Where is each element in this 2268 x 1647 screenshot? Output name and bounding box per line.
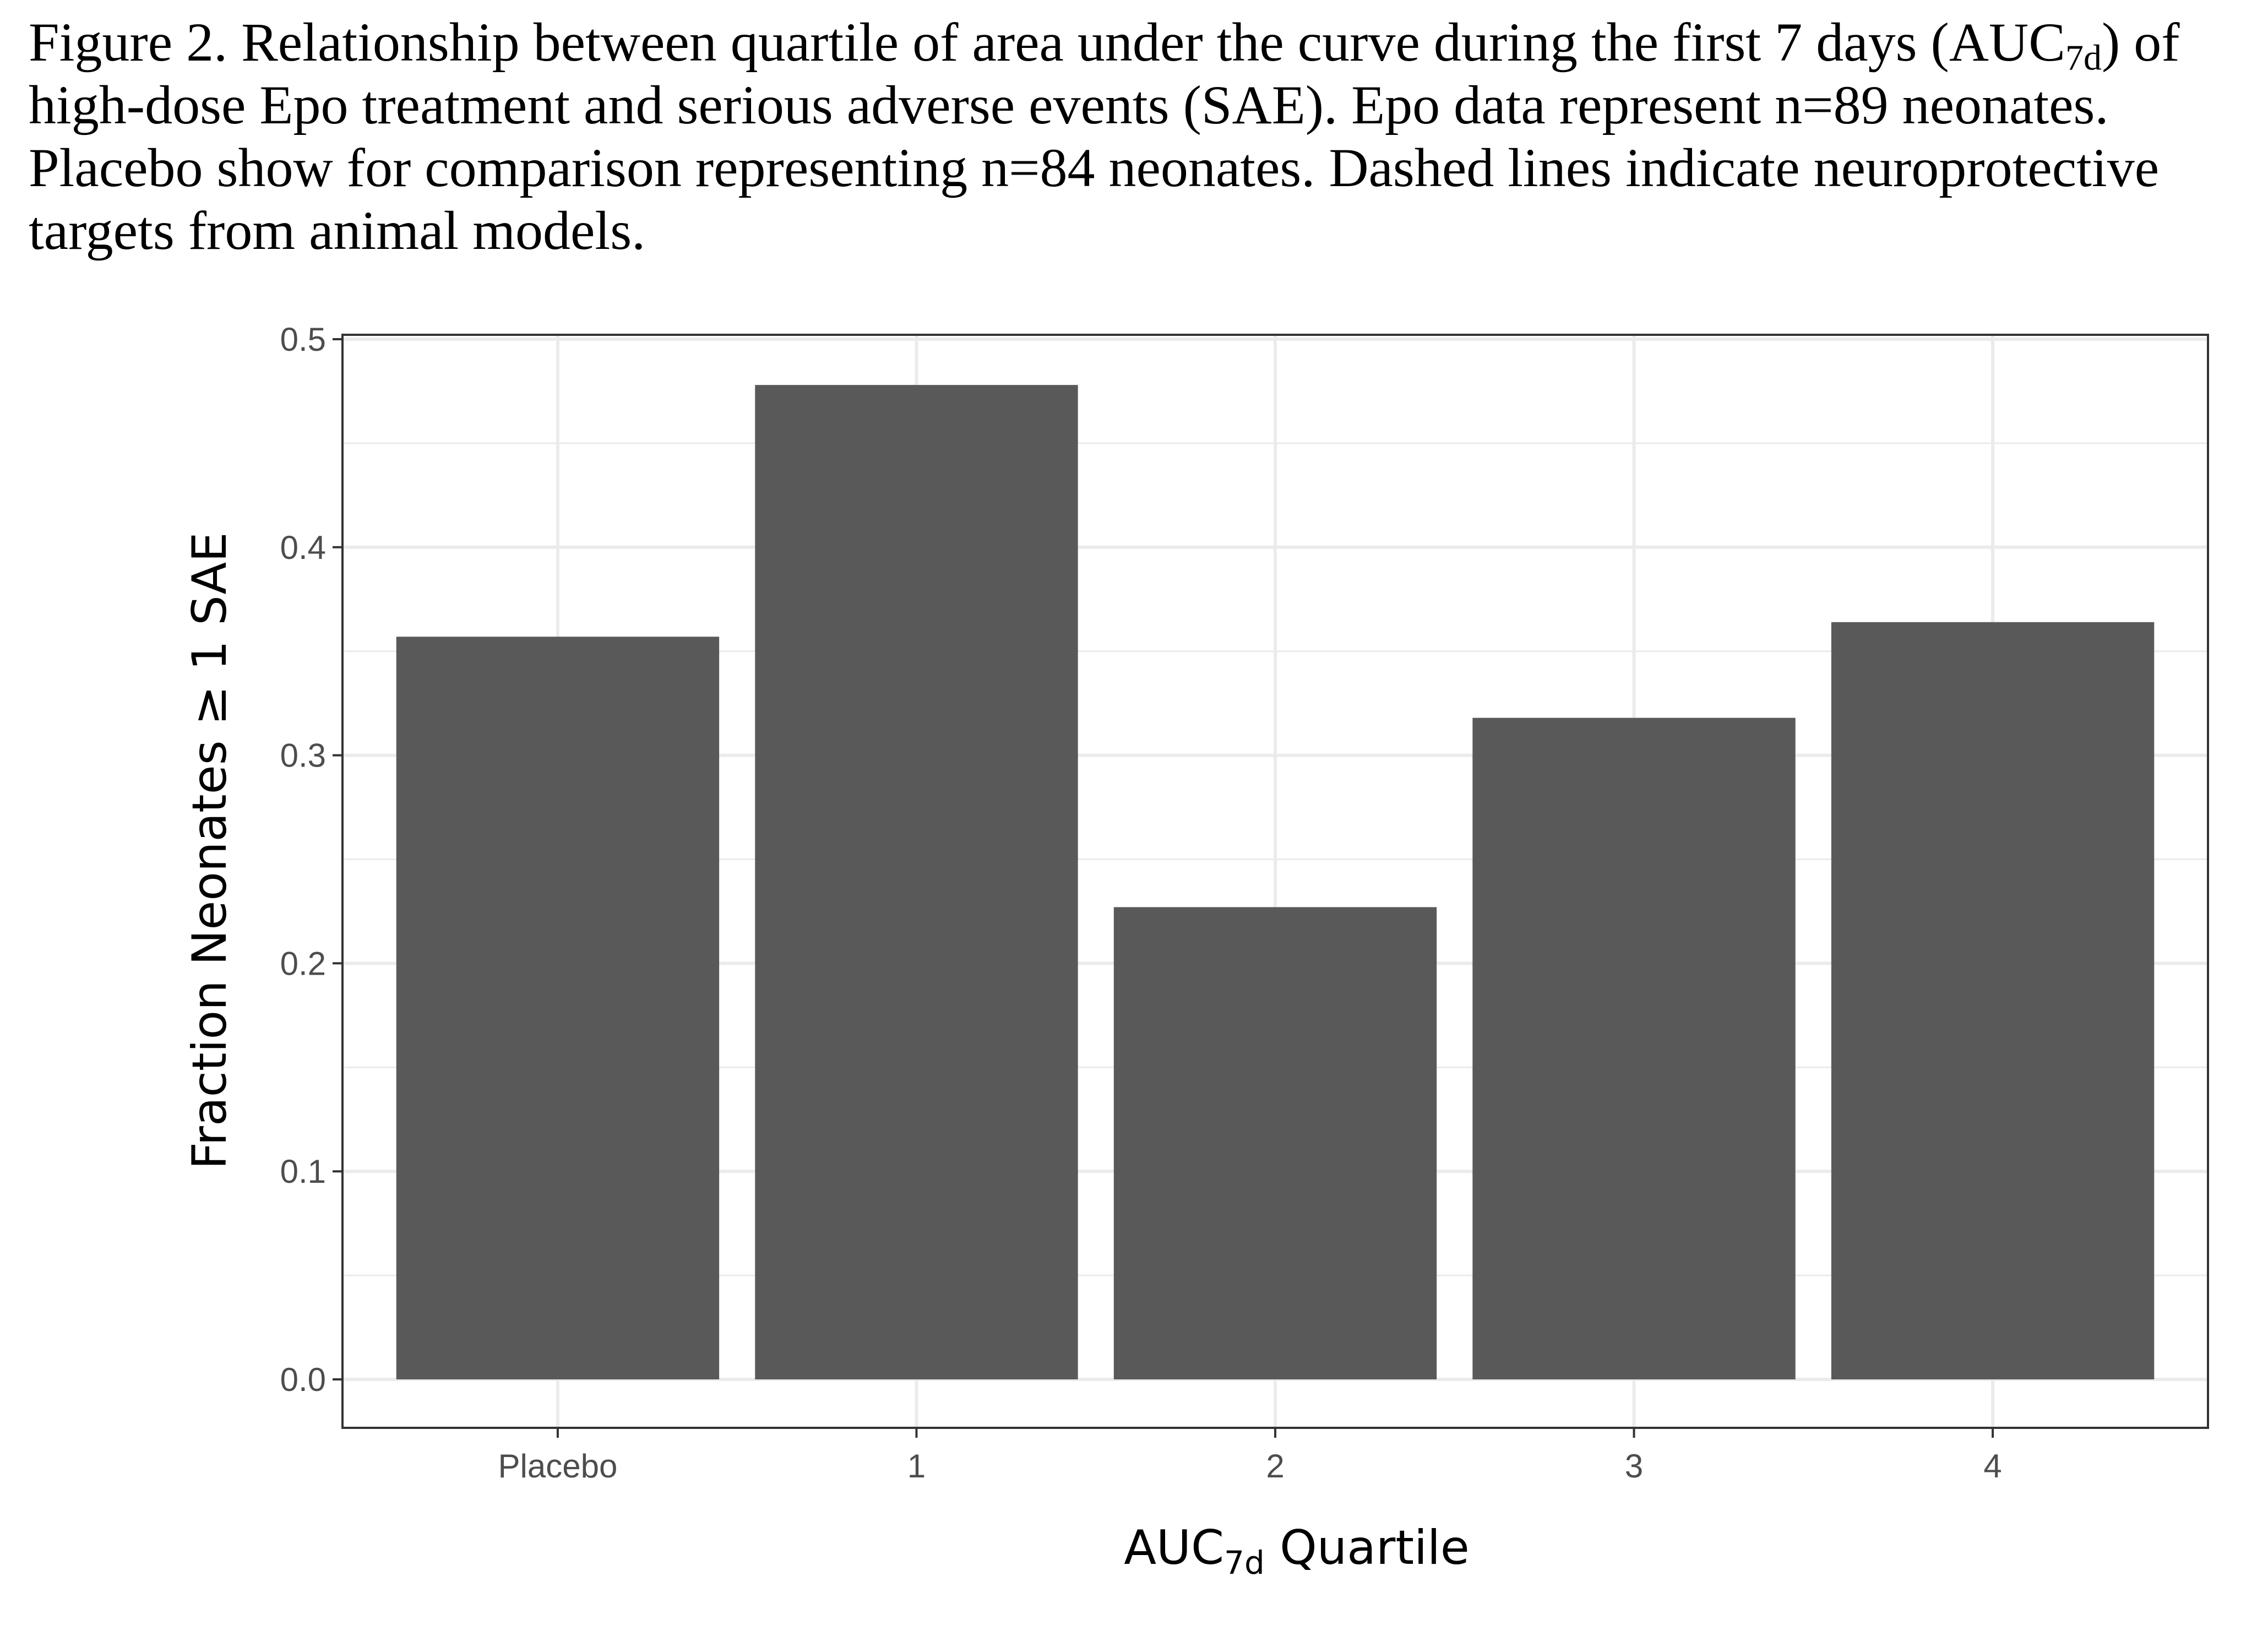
bar-4: [1831, 622, 2155, 1379]
x-axis-title: AUC7d Quartile: [1124, 1520, 1470, 1581]
x-tick-label: 3: [1625, 1448, 1643, 1485]
y-tick-label: 0.3: [280, 737, 326, 774]
x-axis-title-suffix: Quartile: [1265, 1520, 1470, 1575]
bars: [396, 385, 2155, 1380]
figure-caption: Figure 2. Relationship between quartile …: [29, 11, 2242, 262]
y-tick-label: 0.4: [280, 529, 326, 566]
x-tick-label: 1: [907, 1448, 926, 1485]
bar-1: [755, 385, 1078, 1380]
caption-subscript: 7d: [2065, 37, 2102, 78]
y-tick-label: 0.2: [280, 945, 326, 982]
tick-labels: 0.0 0.1 0.2 0.3 0.4 0.5 Placebo 1 2 3 4: [280, 321, 2002, 1485]
y-tick-label: 0.5: [280, 321, 326, 358]
bar-placebo: [396, 637, 720, 1379]
bar-3: [1472, 717, 1796, 1379]
x-tick-label: Placebo: [498, 1448, 618, 1485]
bar-2: [1113, 907, 1437, 1379]
y-tick-label: 0.1: [280, 1153, 326, 1190]
x-tick-label: 4: [1983, 1448, 2002, 1485]
x-axis-title-subscript: 7d: [1224, 1544, 1265, 1581]
caption-text-prefix: Figure 2. Relationship between quartile …: [29, 12, 2065, 73]
x-axis-title-prefix: AUC: [1124, 1520, 1224, 1575]
axis-ticks: [333, 338, 1994, 1438]
x-tick-label: 2: [1266, 1448, 1284, 1485]
caption-text-suffix: ) of high-dose Epo treatment and serious…: [29, 12, 2180, 261]
y-tick-label: 0.0: [280, 1361, 326, 1398]
y-axis-title: Fraction Neonates ≥ 1 SAE: [182, 532, 237, 1169]
